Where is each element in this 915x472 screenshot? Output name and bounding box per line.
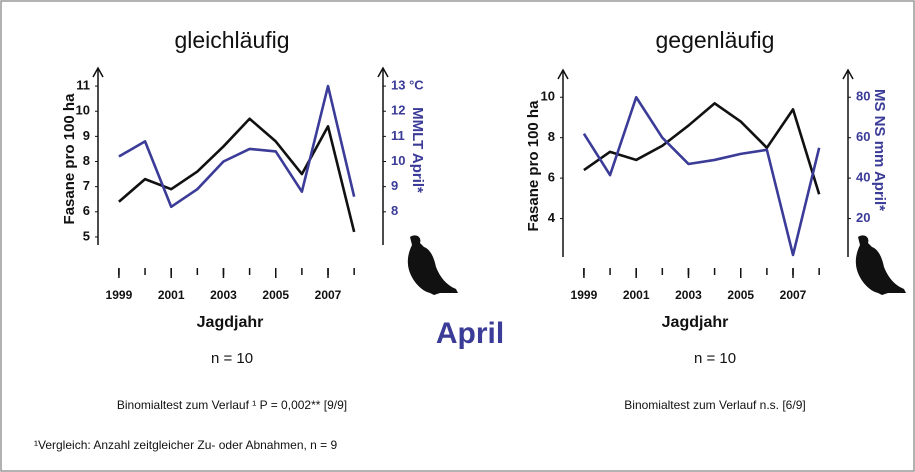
y-tick-label: 5 (83, 228, 90, 243)
y-tick-label: 8 (548, 129, 555, 144)
y2-tick-label: 20 (856, 210, 870, 225)
footnote: ¹Vergleich: Anzahl zeitgleicher Zu- oder… (34, 438, 338, 452)
y-tick-label: 4 (548, 210, 556, 225)
y2-tick-label: 9 (391, 178, 398, 193)
y2-tick-label: 80 (856, 89, 870, 104)
y-tick-label: 6 (548, 170, 555, 185)
x-axis-label: Jagdjahr (662, 314, 729, 331)
y-tick-label: 7 (83, 178, 90, 193)
y2-tick-label: 8 (391, 203, 398, 218)
y2-axis-label: MMLT April* (409, 107, 426, 193)
figure: April ¹Vergleich: Anzahl zeitgleicher Zu… (0, 0, 915, 472)
test-note: Binomialtest zum Verlauf ¹ P = 0,002** [… (117, 398, 347, 412)
chart-title: gegenläufig (656, 27, 775, 53)
chart-title: gleichläufig (174, 27, 289, 53)
y-tick-label: 8 (83, 153, 90, 168)
x-tick-label: 2001 (158, 288, 185, 302)
x-tick-label: 2007 (780, 288, 807, 302)
x-tick-label: 1999 (571, 288, 598, 302)
y2-tick-label: 13 °C (391, 78, 424, 93)
x-tick-label: 2005 (262, 288, 289, 302)
y-axis-label: Fasane pro 100 ha (61, 93, 78, 225)
y2-axis-label: MS NS mm April* (871, 89, 888, 211)
page: April ¹Vergleich: Anzahl zeitgleicher Zu… (0, 0, 915, 472)
x-tick-label: 2003 (210, 288, 237, 302)
n-label: n = 10 (694, 350, 736, 367)
y2-tick-label: 12 (391, 103, 405, 118)
y-axis-label: Fasane pro 100 ha (525, 100, 542, 232)
x-tick-label: 1999 (106, 288, 133, 302)
y2-tick-label: 60 (856, 129, 870, 144)
n-label: n = 10 (211, 350, 253, 367)
y2-tick-label: 40 (856, 170, 870, 185)
x-axis-label: Jagdjahr (197, 314, 264, 331)
x-tick-label: 2003 (675, 288, 702, 302)
y-tick-label: 9 (83, 128, 90, 143)
x-tick-label: 2007 (315, 288, 342, 302)
test-note: Binomialtest zum Verlauf n.s. [6/9] (624, 398, 805, 412)
y-tick-label: 10 (541, 89, 555, 104)
x-tick-label: 2005 (727, 288, 754, 302)
y-tick-label: 6 (83, 203, 90, 218)
x-tick-label: 2001 (623, 288, 650, 302)
y2-tick-label: 10 (391, 153, 405, 168)
y2-tick-label: 11 (391, 128, 405, 143)
y-tick-label: 11 (76, 78, 90, 93)
center-label: April (436, 317, 504, 350)
